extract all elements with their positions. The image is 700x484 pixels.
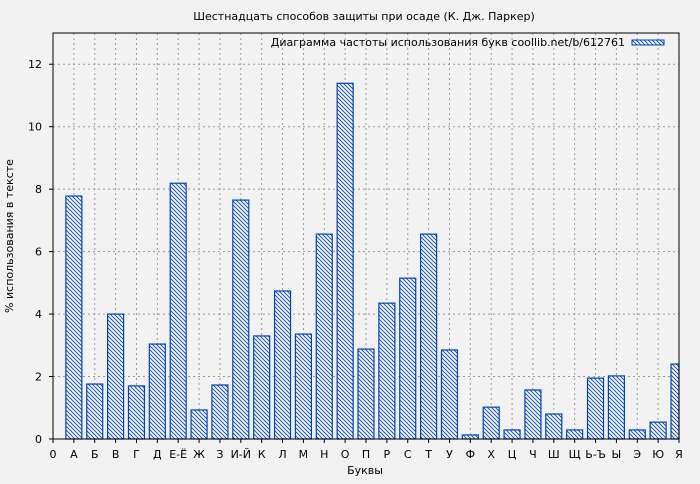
bar-Б bbox=[86, 383, 104, 440]
y-axis-label: % использования в тексте bbox=[3, 159, 16, 313]
chart-title: Шестнадцать способов защиты при осаде (К… bbox=[193, 10, 535, 23]
bar-О bbox=[336, 82, 354, 440]
bar-Щ bbox=[566, 429, 584, 440]
bar-В bbox=[106, 313, 125, 440]
bar-Д bbox=[148, 343, 166, 440]
x-tick-label: Э bbox=[633, 448, 641, 461]
x-tick-label: Д bbox=[153, 448, 162, 461]
y-tick-label: 4 bbox=[35, 308, 42, 321]
x-tick-label: Р bbox=[384, 448, 391, 461]
x-tick-label: Б bbox=[91, 448, 99, 461]
x-tick-label: Ю bbox=[652, 448, 664, 461]
y-tick-label: 6 bbox=[35, 246, 42, 259]
x-tick-label: Ч bbox=[529, 448, 537, 461]
x-tick-label: Т bbox=[424, 448, 432, 461]
x-tick-label: Ц bbox=[508, 448, 517, 461]
y-tick-label: 10 bbox=[28, 121, 42, 134]
x-tick-label: Я bbox=[675, 448, 683, 461]
bar-К bbox=[253, 335, 271, 440]
x-tick-label: Ф bbox=[466, 448, 475, 461]
bar-А bbox=[65, 195, 83, 440]
bar-Ы bbox=[607, 375, 626, 440]
bar-Е-Ё bbox=[169, 182, 187, 440]
bar-Я bbox=[670, 363, 680, 440]
x-tick-label: Г bbox=[133, 448, 140, 461]
bar-Л bbox=[273, 290, 292, 440]
legend-swatch bbox=[631, 39, 665, 46]
bar-Ж bbox=[190, 409, 208, 440]
bar-Р bbox=[378, 302, 396, 440]
bar-Х bbox=[482, 406, 500, 440]
x-axis-label: Буквы bbox=[347, 464, 383, 477]
x-tick-label: Ж bbox=[193, 448, 205, 461]
y-tick-label: 12 bbox=[28, 58, 42, 71]
x-tick-label: С bbox=[404, 448, 412, 461]
y-tick-label: 0 bbox=[35, 433, 42, 446]
x-tick-label: М bbox=[299, 448, 309, 461]
x-tick-label: Л bbox=[278, 448, 286, 461]
x-tick-label: 0 bbox=[50, 448, 57, 461]
y-tick-label: 8 bbox=[35, 183, 42, 196]
bar-З bbox=[211, 384, 229, 440]
legend: Диаграмма частоты использования букв coo… bbox=[271, 36, 665, 49]
x-tick-label: В bbox=[112, 448, 120, 461]
x-tick-label: К bbox=[258, 448, 266, 461]
bar-Г bbox=[127, 385, 146, 440]
x-tick-label: Ы bbox=[612, 448, 622, 461]
x-tick-label: И-Й bbox=[231, 448, 251, 461]
bar-Т bbox=[420, 233, 438, 440]
legend-label: Диаграмма частоты использования букв coo… bbox=[271, 36, 625, 49]
x-tick-label: У bbox=[446, 448, 453, 461]
bar-У bbox=[440, 349, 459, 440]
bar-Ш bbox=[545, 413, 563, 440]
bar-П bbox=[357, 348, 375, 440]
bar-Ф bbox=[461, 434, 479, 440]
x-tick-label: А bbox=[70, 448, 78, 461]
bar-И-Й bbox=[232, 199, 250, 440]
x-tick-label: О bbox=[341, 448, 350, 461]
x-tick-label: Ь-Ъ bbox=[585, 448, 606, 461]
bar-М bbox=[294, 333, 312, 440]
x-tick-label: Щ bbox=[569, 448, 581, 461]
x-tick-label: Ш bbox=[548, 448, 560, 461]
y-tick-label: 2 bbox=[35, 371, 42, 384]
bar-С bbox=[399, 277, 417, 440]
bar-Ч bbox=[524, 389, 542, 440]
bar-Э bbox=[628, 429, 646, 440]
bar-Н bbox=[315, 233, 333, 440]
bar-Ц bbox=[503, 429, 521, 440]
x-tick-label: Е-Ё bbox=[169, 448, 187, 461]
x-tick-label: П bbox=[362, 448, 370, 461]
x-tick-label: Х bbox=[487, 448, 495, 461]
bar-Ь-Ъ bbox=[586, 377, 605, 440]
bar-Ю bbox=[649, 421, 667, 440]
x-tick-label: З bbox=[216, 448, 223, 461]
x-tick-label: Н bbox=[320, 448, 328, 461]
